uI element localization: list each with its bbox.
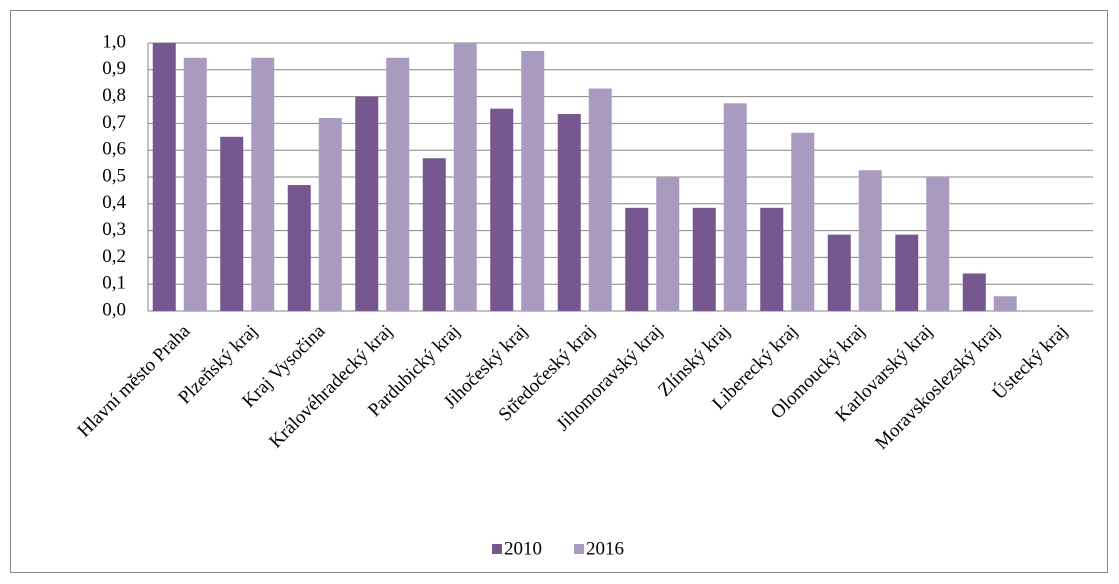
y-tick-label: 1,0 bbox=[102, 31, 126, 52]
y-tick-label: 0,8 bbox=[102, 85, 126, 106]
bar bbox=[287, 185, 311, 311]
legend-label: 2016 bbox=[586, 538, 624, 559]
y-tick-label: 0,5 bbox=[102, 165, 126, 186]
y-tick-label: 0,1 bbox=[102, 273, 126, 294]
bar bbox=[656, 177, 680, 311]
bar bbox=[318, 118, 342, 311]
bar bbox=[791, 132, 815, 311]
y-tick-label: 0,2 bbox=[102, 246, 126, 267]
bar bbox=[760, 207, 784, 311]
bar bbox=[557, 114, 581, 312]
y-tick-label: 0,9 bbox=[102, 58, 126, 79]
bar bbox=[453, 43, 477, 311]
bar bbox=[926, 177, 950, 311]
bar bbox=[521, 51, 545, 311]
bar bbox=[895, 234, 919, 311]
bar bbox=[355, 96, 379, 311]
y-tick-label: 0,0 bbox=[102, 299, 126, 320]
legend-swatch bbox=[574, 544, 584, 554]
bar bbox=[692, 207, 716, 311]
bar bbox=[625, 207, 649, 311]
y-tick-label: 0,6 bbox=[102, 139, 126, 160]
bar bbox=[490, 108, 514, 311]
bar bbox=[993, 296, 1017, 311]
bar bbox=[962, 273, 986, 311]
legend-label: 2010 bbox=[504, 538, 542, 559]
bar bbox=[723, 103, 747, 311]
bar bbox=[588, 88, 612, 311]
bar bbox=[827, 234, 851, 311]
y-tick-label: 0,4 bbox=[102, 192, 126, 213]
bar bbox=[422, 158, 446, 311]
bar bbox=[858, 170, 882, 311]
bar bbox=[183, 57, 207, 311]
y-tick-label: 0,7 bbox=[102, 112, 126, 133]
bar bbox=[251, 57, 275, 311]
y-tick-label: 0,3 bbox=[102, 219, 126, 240]
bar bbox=[152, 43, 176, 311]
bar bbox=[220, 136, 244, 311]
legend-swatch bbox=[492, 544, 502, 554]
bar bbox=[386, 57, 410, 311]
